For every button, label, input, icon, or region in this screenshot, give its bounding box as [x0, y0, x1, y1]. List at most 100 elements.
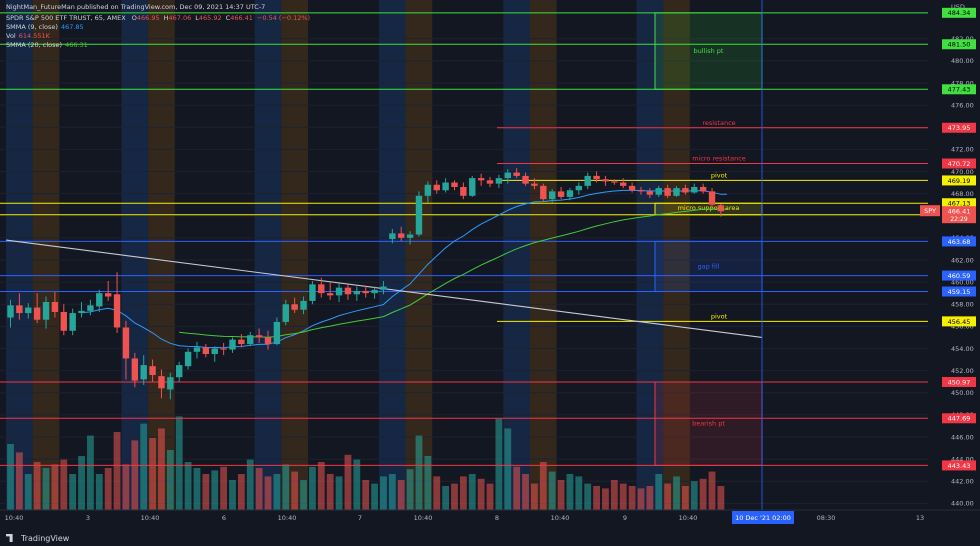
- candle: [708, 191, 716, 205]
- price-level-tag-text: 459.15: [948, 288, 971, 296]
- candle: [495, 178, 503, 184]
- candle: [646, 191, 654, 195]
- smma9-line: [81, 189, 727, 349]
- candle: [389, 233, 396, 239]
- time-tick-label: 8: [495, 514, 499, 522]
- volume-bar: [522, 474, 529, 510]
- time-axis[interactable]: 10:40 3 10:40 6 10:40 7 10:40 8 10:40 9 10:40 08:30…: [0, 509, 980, 524]
- price-tick-label: 454.00: [951, 345, 974, 353]
- candle: [593, 175, 600, 180]
- volume-bar: [646, 486, 654, 510]
- indicator-smma20[interactable]: SMMA (20, close) 466.31: [6, 41, 88, 50]
- candle: [460, 186, 467, 196]
- levels-layer[interactable]: resistance micro resistance pivot pivot: [0, 12, 928, 466]
- candle: [628, 185, 636, 191]
- volume-bar: [282, 464, 290, 510]
- price-level-tag: [942, 7, 976, 18]
- price-tick-label: 480.00: [951, 57, 974, 65]
- session-band: [6, 0, 33, 510]
- candle: [282, 304, 289, 322]
- indicator-value: 467.85: [60, 23, 84, 31]
- candle: [87, 305, 94, 311]
- candle: [575, 185, 583, 191]
- indicator-volume[interactable]: Vol 614.551K: [6, 32, 50, 41]
- candle: [211, 348, 218, 355]
- volume-bar: [717, 486, 725, 510]
- volume-bar: [380, 476, 387, 510]
- candle: [504, 172, 511, 179]
- time-tick-label: 10:40: [414, 514, 433, 522]
- price-level-tag: [942, 460, 976, 471]
- price-level-tag-text: 469.19: [948, 177, 971, 185]
- price-level-tag: [942, 198, 976, 209]
- price-level-tag-text: 481.50: [948, 41, 971, 49]
- candle: [176, 365, 183, 378]
- candle: [362, 290, 369, 294]
- volume-bar: [610, 480, 618, 510]
- ohlc-values: O466.95 H467.06 L465.92 C466.41 −0.54 (−0.12…: [128, 14, 310, 22]
- session-band: [32, 0, 60, 510]
- candle: [335, 287, 343, 296]
- candle: [167, 377, 174, 390]
- price-level-tag: [942, 316, 976, 327]
- volume-bar: [495, 418, 503, 510]
- ohlc-chg: −0.54 (−0.12%): [256, 14, 311, 22]
- volume-bar: [477, 478, 485, 510]
- volume-bar: [699, 478, 707, 510]
- price-level-tag-text: 477.43: [948, 86, 971, 94]
- time-cursor-tag: [732, 511, 794, 524]
- candle: [486, 180, 494, 184]
- candle: [602, 179, 609, 182]
- smma20-line: [179, 208, 727, 338]
- candle: [513, 172, 520, 176]
- candle: [69, 313, 76, 331]
- price-axis[interactable]: USD440.00442.00444.00446.00448.00450.004…: [920, 0, 980, 546]
- volume-bar: [69, 474, 77, 510]
- volume-bar: [344, 454, 352, 510]
- candle: [318, 284, 325, 294]
- volume-bar: [175, 416, 183, 510]
- volume-bar: [211, 470, 219, 510]
- candle: [566, 190, 574, 197]
- volume-bar: [388, 474, 396, 510]
- volume-bar: [33, 462, 41, 510]
- volume-bar: [291, 471, 299, 510]
- candle: [25, 307, 32, 314]
- volume-bar: [664, 483, 672, 510]
- volume-layer: [7, 416, 725, 510]
- candle: [477, 178, 485, 181]
- time-tick-label: 13: [916, 514, 924, 522]
- candle: [273, 321, 281, 345]
- candle: [469, 178, 476, 196]
- level-text: resistance: [702, 119, 735, 127]
- volume-bar: [24, 474, 32, 510]
- volume-bar: [655, 474, 663, 510]
- tradingview-brand[interactable]: TradingView: [6, 534, 69, 543]
- candle: [557, 191, 565, 197]
- volume-bar: [184, 462, 192, 510]
- candle: [344, 287, 352, 295]
- volume-bar: [202, 474, 210, 510]
- price-tick-label: 476.00: [951, 101, 974, 109]
- volume-bar: [273, 474, 281, 510]
- candle: [42, 302, 50, 320]
- volume-bar: [166, 450, 174, 510]
- time-tick-label: 3: [86, 514, 90, 522]
- time-tick-label: 9: [623, 514, 627, 522]
- symbol-tag-text: SPY: [924, 207, 936, 215]
- candle: [611, 181, 618, 183]
- volume-bar: [548, 471, 556, 510]
- indicator-smma9[interactable]: SMMA (9, close) 467.85: [6, 23, 84, 32]
- candle: [158, 376, 165, 389]
- session-band: [281, 0, 308, 510]
- price-level-tag-text: 470.72: [948, 160, 971, 168]
- candle: [291, 304, 298, 310]
- volume-bar: [326, 474, 334, 510]
- symbol-name: SPDR S&P 500 ETF TRUST, 65, AMEX: [6, 14, 126, 22]
- volume-bar: [593, 486, 600, 510]
- publisher-line: NightMan_FutureMan published on TradingV…: [6, 3, 265, 12]
- volume-bar: [131, 440, 139, 510]
- volume-bar: [7, 444, 14, 510]
- publisher-text: NightMan_FutureMan published on TradingV…: [6, 3, 266, 11]
